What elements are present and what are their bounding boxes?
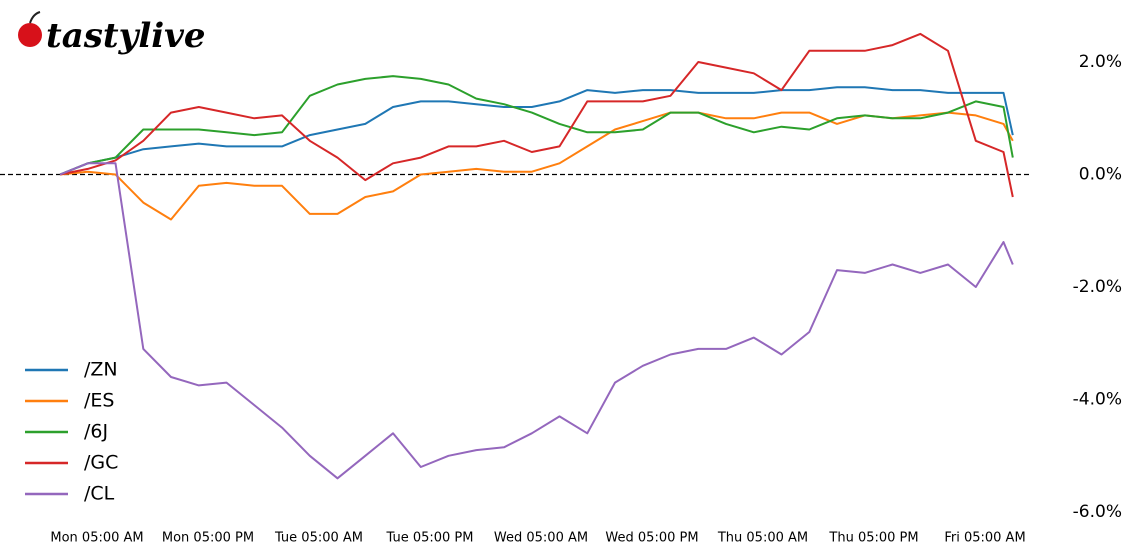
x-tick-label: Thu 05:00 PM bbox=[828, 531, 918, 546]
series-line bbox=[59, 86, 1014, 176]
legend-label: /GC bbox=[84, 452, 118, 474]
x-tick-label: Thu 05:00 AM bbox=[717, 531, 808, 546]
logo-stem bbox=[29, 11, 41, 24]
legend-label: /ZN bbox=[84, 359, 118, 381]
legend-label: /CL bbox=[84, 483, 115, 505]
y-tick-label: 0.0% bbox=[1079, 165, 1122, 185]
y-tick-label: 2.0% bbox=[1079, 52, 1122, 72]
x-tick-label: Tue 05:00 PM bbox=[386, 531, 474, 546]
brand: tastylive bbox=[46, 16, 206, 56]
series-line bbox=[59, 75, 1014, 176]
x-tick-label: Tue 05:00 AM bbox=[274, 531, 363, 546]
series-line bbox=[59, 111, 1014, 221]
y-tick-label: -4.0% bbox=[1073, 390, 1122, 410]
logo: tastylive bbox=[18, 11, 206, 56]
series-line bbox=[59, 32, 1014, 198]
series-line bbox=[59, 162, 1014, 480]
x-tick-label: Wed 05:00 PM bbox=[605, 531, 698, 546]
logo-icon bbox=[18, 23, 42, 47]
y-tick-label: -6.0% bbox=[1073, 502, 1122, 522]
legend-label: /ES bbox=[84, 390, 114, 412]
x-tick-label: Mon 05:00 AM bbox=[50, 531, 143, 546]
legend-label: /6J bbox=[84, 421, 108, 443]
y-tick-label: -2.0% bbox=[1073, 277, 1122, 297]
x-tick-label: Mon 05:00 PM bbox=[162, 531, 254, 546]
x-tick-label: Fri 05:00 AM bbox=[944, 531, 1025, 546]
x-tick-label: Wed 05:00 AM bbox=[494, 531, 588, 546]
